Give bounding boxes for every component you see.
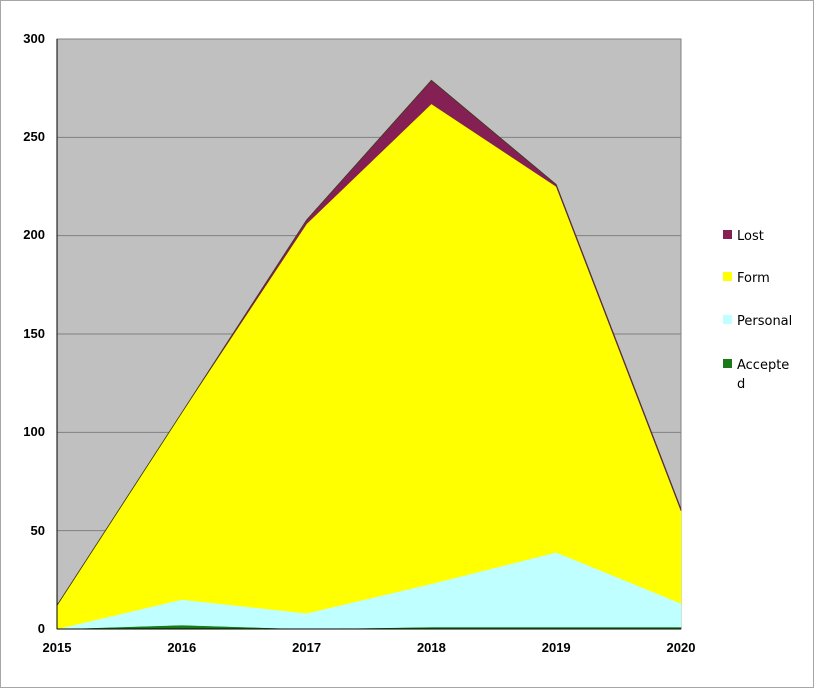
x-tick-label: 2016 [167, 640, 196, 655]
legend-item-personal: Personal [723, 314, 792, 329]
axes [56, 39, 681, 630]
x-tick-label: 2018 [417, 640, 446, 655]
y-tick-label: 200 [23, 227, 45, 242]
y-tick-label: 0 [38, 621, 45, 636]
legend-swatch-form [723, 272, 732, 281]
legend-swatch-personal [723, 315, 732, 324]
y-tick-label: 50 [31, 523, 45, 538]
area-top-outline [56, 79, 682, 606]
y-tick-label: 300 [23, 31, 45, 46]
y-tick-labels: 0 50 100 150 200 250 300 [23, 31, 45, 636]
legend-item-form: Form [723, 271, 770, 286]
legend: Lost Form Personal Accepte d [723, 229, 792, 392]
x-tick-label: 2015 [43, 640, 72, 655]
x-tick-label: 2017 [292, 640, 321, 655]
y-tick-label: 150 [23, 326, 45, 341]
legend-swatch-accepted [723, 359, 732, 368]
y-tick-label: 100 [23, 424, 45, 439]
x-tick-label: 2019 [542, 640, 571, 655]
x-tick-label: 2020 [667, 640, 696, 655]
legend-swatch-lost [723, 230, 732, 239]
x-tick-labels: 2015 2016 2017 2018 2019 2020 [43, 640, 696, 655]
legend-label-form: Form [737, 271, 770, 286]
legend-label-personal: Personal [737, 314, 792, 329]
legend-label-accepted-line2: d [737, 377, 745, 392]
series-areas [56, 79, 682, 630]
legend-item-lost: Lost [723, 229, 764, 244]
legend-label-lost: Lost [737, 229, 764, 244]
legend-label-accepted-line1: Accepte [737, 358, 789, 373]
y-tick-label: 250 [23, 129, 45, 144]
legend-item-accepted: Accepte d [723, 358, 789, 392]
